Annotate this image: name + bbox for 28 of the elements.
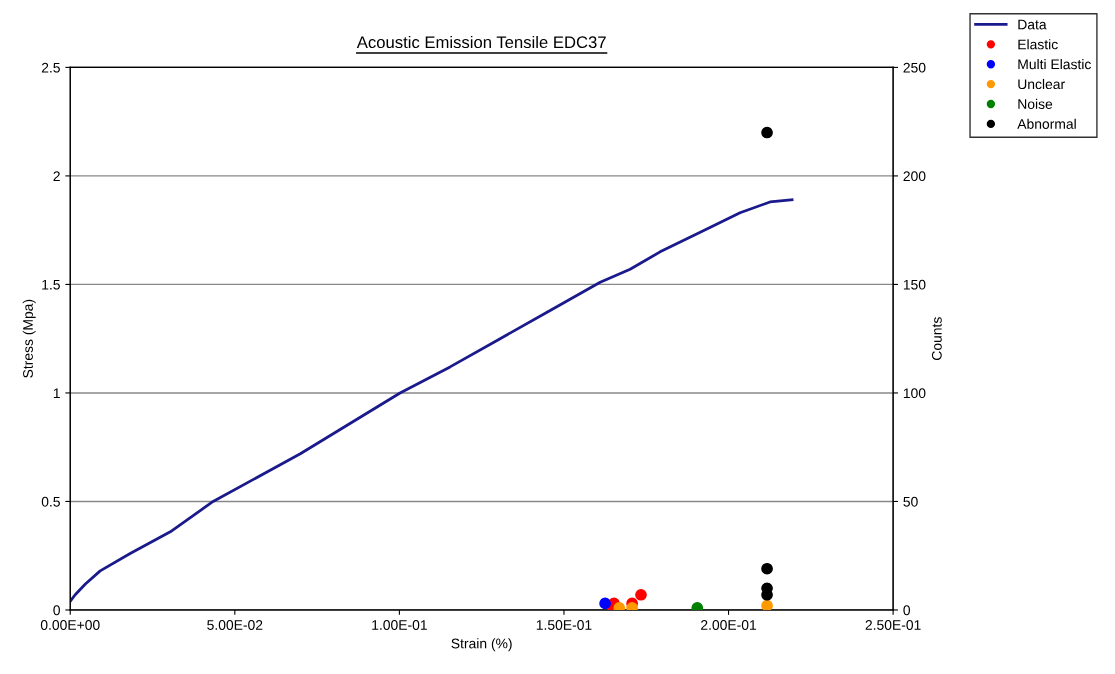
- y2-tick-label: 100: [903, 388, 926, 399]
- y2-tick-label: 200: [903, 171, 926, 182]
- x-tick-label: 2.00E-01: [701, 620, 757, 630]
- y-axis-title: Stress (Mpa): [22, 299, 36, 378]
- y2-axis-title: Counts: [931, 317, 942, 360]
- y-tick-label: 2: [53, 171, 60, 181]
- x-tick-label: 0.00E+00: [40, 620, 100, 630]
- y-tick-label: 0.5: [41, 496, 60, 507]
- x-axis-title: Strain (%): [451, 638, 512, 652]
- y-tick-label: 1.5: [42, 279, 60, 290]
- x-tick-label: 2.50E-01: [865, 620, 921, 630]
- legend-label: Noise: [1018, 98, 1053, 110]
- legend-label: Data: [1018, 19, 1047, 30]
- y-tick-label: 1: [53, 388, 60, 398]
- legend-label: Unclear: [1018, 78, 1065, 90]
- y2-tick-label: 0: [903, 605, 911, 616]
- y2-tick-label: 250: [903, 62, 926, 73]
- x-tick-label: 1.50E-01: [536, 620, 592, 630]
- y-tick-label: 0: [53, 605, 60, 616]
- y2-tick-label: 150: [903, 279, 926, 290]
- legend-label: Elastic: [1018, 39, 1058, 50]
- y-tick-label: 2.5: [41, 62, 60, 73]
- legend-label: Abnormal: [1017, 118, 1076, 129]
- x-tick-label: 1.00E-01: [372, 620, 427, 630]
- x-tick-label: 5.00E-02: [207, 620, 263, 630]
- legend-label: Multi Elastic: [1018, 59, 1091, 70]
- chart-title: Acoustic Emission Tensile EDC37: [356, 35, 606, 49]
- y2-tick-label: 50: [903, 496, 918, 507]
